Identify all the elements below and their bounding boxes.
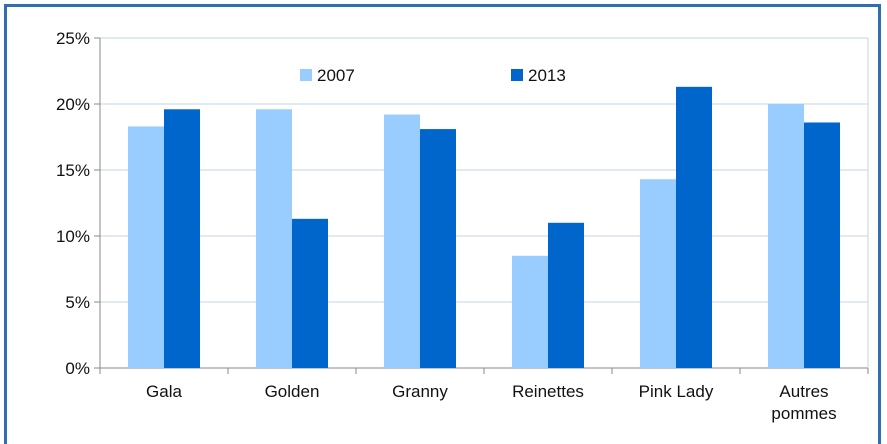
bar-2013	[548, 222, 584, 368]
x-tick-label: Golden	[265, 382, 320, 401]
x-tick-label: Reinettes	[512, 382, 584, 401]
x-tick-label: Gala	[146, 382, 182, 401]
chart-frame	[4, 4, 881, 444]
x-tick-label: pommes	[771, 404, 836, 423]
y-tick-label: 10%	[56, 227, 90, 246]
y-axis-ticks: 0% 5% 10% 15% 20% 25%	[56, 29, 100, 378]
bar-2007	[768, 104, 804, 368]
bar-2013	[164, 109, 200, 368]
x-tick-label: Pink Lady	[639, 382, 714, 401]
legend-label-2007: 2007	[317, 66, 355, 85]
x-tick-label: Autres	[779, 382, 828, 401]
bar-2007	[640, 179, 676, 368]
legend-label-2013: 2013	[528, 66, 566, 85]
bar-2013	[804, 122, 840, 368]
bar-2013	[676, 86, 712, 368]
y-tick-label: 15%	[56, 161, 90, 180]
bar-2007	[384, 114, 420, 368]
bar-2013	[420, 129, 456, 368]
y-tick-label: 20%	[56, 95, 90, 114]
y-tick-label: 5%	[65, 293, 90, 312]
bar-2007	[256, 109, 292, 368]
gridlines	[99, 37, 869, 369]
y-tick-label: 25%	[56, 29, 90, 48]
legend-swatch-2007	[300, 69, 312, 81]
bar-2007	[128, 126, 164, 368]
legend: 2007 2013	[300, 66, 566, 85]
x-tick-label: Granny	[392, 382, 448, 401]
bar-2013	[292, 218, 328, 368]
y-tick-label: 0%	[65, 359, 90, 378]
x-axis: Gala Golden Granny Reinettes Pink Lady Autres…	[99, 368, 869, 423]
legend-swatch-2013	[511, 69, 523, 81]
bar-2007	[512, 255, 548, 368]
bars	[128, 86, 840, 368]
